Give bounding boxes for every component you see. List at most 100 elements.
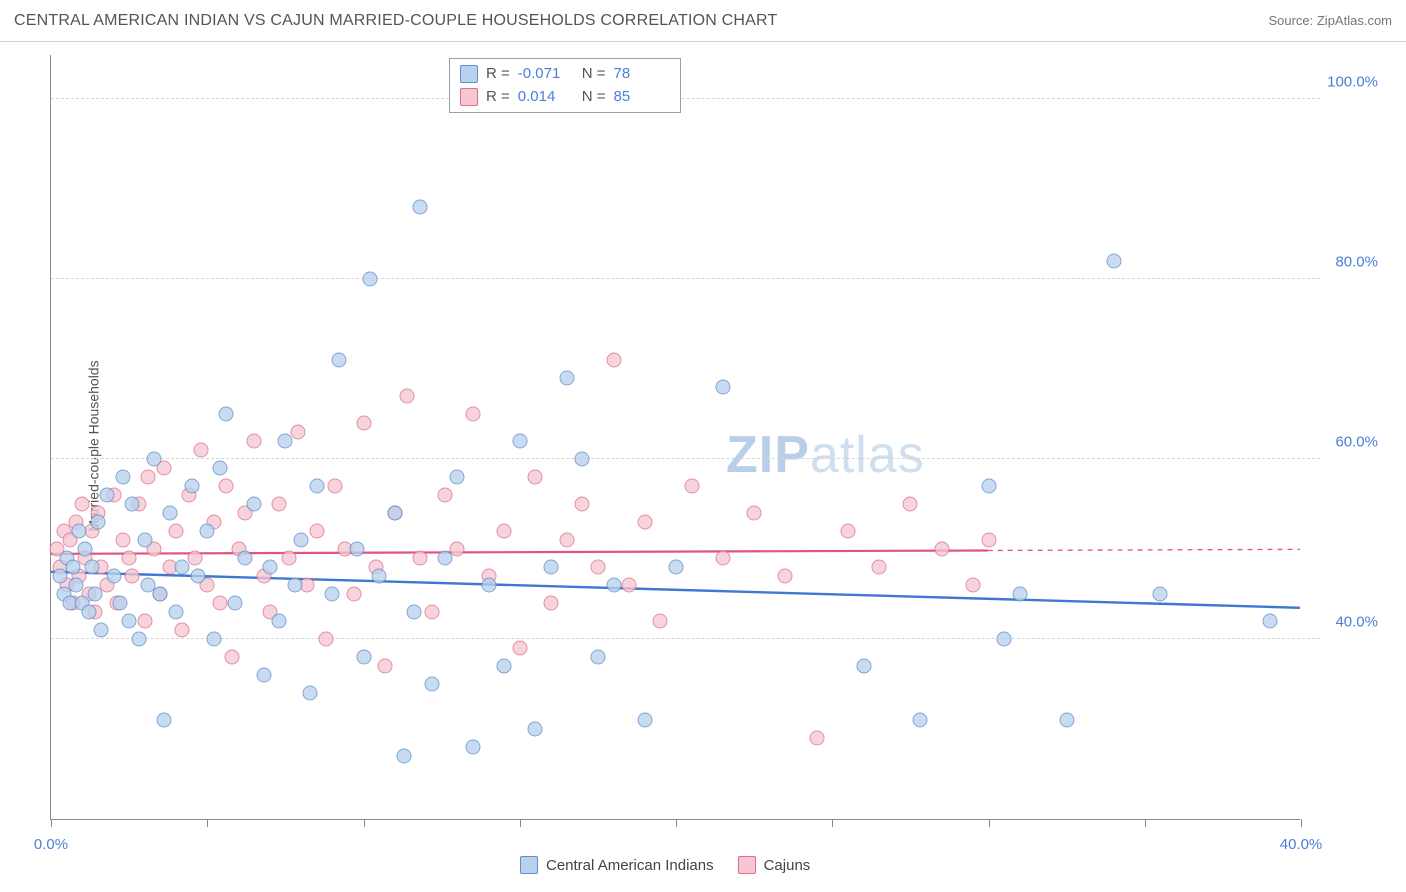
- data-point: [653, 614, 668, 629]
- title-bar: CENTRAL AMERICAN INDIAN VS CAJUN MARRIED…: [0, 0, 1406, 42]
- data-point: [162, 506, 177, 521]
- data-point: [281, 551, 296, 566]
- stat-n-label: N =: [582, 86, 606, 109]
- data-point: [156, 713, 171, 728]
- correlation-stats-box: R =-0.071N =78R =0.014N =85: [449, 58, 681, 113]
- data-point: [153, 587, 168, 602]
- x-tick: [364, 819, 365, 827]
- data-point: [331, 353, 346, 368]
- stat-n-value: 85: [614, 86, 670, 109]
- data-point: [528, 722, 543, 737]
- data-point: [200, 524, 215, 539]
- data-point: [450, 542, 465, 557]
- data-point: [425, 677, 440, 692]
- data-point: [87, 587, 102, 602]
- data-point: [272, 497, 287, 512]
- data-point: [328, 479, 343, 494]
- data-point: [387, 506, 402, 521]
- data-point: [606, 353, 621, 368]
- data-point: [325, 587, 340, 602]
- data-point: [437, 551, 452, 566]
- data-point: [378, 659, 393, 674]
- data-point: [669, 560, 684, 575]
- data-point: [356, 416, 371, 431]
- grid-line: [51, 638, 1320, 639]
- data-point: [544, 560, 559, 575]
- x-tick: [520, 819, 521, 827]
- x-tick: [207, 819, 208, 827]
- data-point: [406, 605, 421, 620]
- data-point: [115, 533, 130, 548]
- data-point: [684, 479, 699, 494]
- data-point: [559, 533, 574, 548]
- data-point: [194, 443, 209, 458]
- data-point: [303, 686, 318, 701]
- legend-label: Central American Indians: [546, 857, 714, 874]
- data-point: [294, 533, 309, 548]
- data-point: [590, 560, 605, 575]
- data-point: [272, 614, 287, 629]
- data-point: [184, 479, 199, 494]
- data-point: [497, 524, 512, 539]
- data-point: [219, 479, 234, 494]
- data-point: [622, 578, 637, 593]
- data-point: [1262, 614, 1277, 629]
- data-point: [78, 542, 93, 557]
- data-point: [465, 740, 480, 755]
- data-point: [903, 497, 918, 512]
- data-point: [465, 407, 480, 422]
- data-point: [65, 560, 80, 575]
- data-point: [747, 506, 762, 521]
- legend-item: Central American Indians: [520, 856, 714, 874]
- data-point: [512, 434, 527, 449]
- stat-r-value: 0.014: [518, 86, 574, 109]
- data-point: [559, 371, 574, 386]
- data-point: [75, 497, 90, 512]
- y-tick-label: 40.0%: [1335, 614, 1378, 631]
- data-point: [512, 641, 527, 656]
- legend-swatch: [460, 88, 478, 106]
- data-point: [122, 551, 137, 566]
- data-point: [169, 524, 184, 539]
- x-tick: [1145, 819, 1146, 827]
- chart-title: CENTRAL AMERICAN INDIAN VS CAJUN MARRIED…: [14, 12, 777, 30]
- data-point: [309, 479, 324, 494]
- data-point: [637, 515, 652, 530]
- data-point: [262, 560, 277, 575]
- data-point: [69, 578, 84, 593]
- data-point: [912, 713, 927, 728]
- trend-lines: [51, 55, 1300, 819]
- data-point: [450, 470, 465, 485]
- data-point: [309, 524, 324, 539]
- data-point: [412, 200, 427, 215]
- data-point: [125, 569, 140, 584]
- data-point: [237, 551, 252, 566]
- data-point: [90, 515, 105, 530]
- data-point: [544, 596, 559, 611]
- x-tick: [832, 819, 833, 827]
- legend-label: Cajuns: [764, 857, 811, 874]
- y-tick-label: 80.0%: [1335, 254, 1378, 271]
- data-point: [100, 488, 115, 503]
- data-point: [575, 497, 590, 512]
- data-point: [981, 479, 996, 494]
- legend-swatch: [460, 65, 478, 83]
- stat-r-value: -0.071: [518, 63, 574, 86]
- y-tick-label: 60.0%: [1335, 434, 1378, 451]
- data-point: [84, 560, 99, 575]
- data-point: [190, 569, 205, 584]
- data-point: [72, 524, 87, 539]
- trend-line-extrapolated: [988, 549, 1300, 550]
- data-point: [212, 461, 227, 476]
- data-point: [278, 434, 293, 449]
- legend-item: Cajuns: [738, 856, 811, 874]
- data-point: [175, 623, 190, 638]
- data-point: [169, 605, 184, 620]
- stat-r-label: R =: [486, 63, 510, 86]
- data-point: [412, 551, 427, 566]
- data-point: [997, 632, 1012, 647]
- data-point: [715, 380, 730, 395]
- data-point: [140, 470, 155, 485]
- data-point: [81, 605, 96, 620]
- source-attribution: Source: ZipAtlas.com: [1268, 13, 1392, 28]
